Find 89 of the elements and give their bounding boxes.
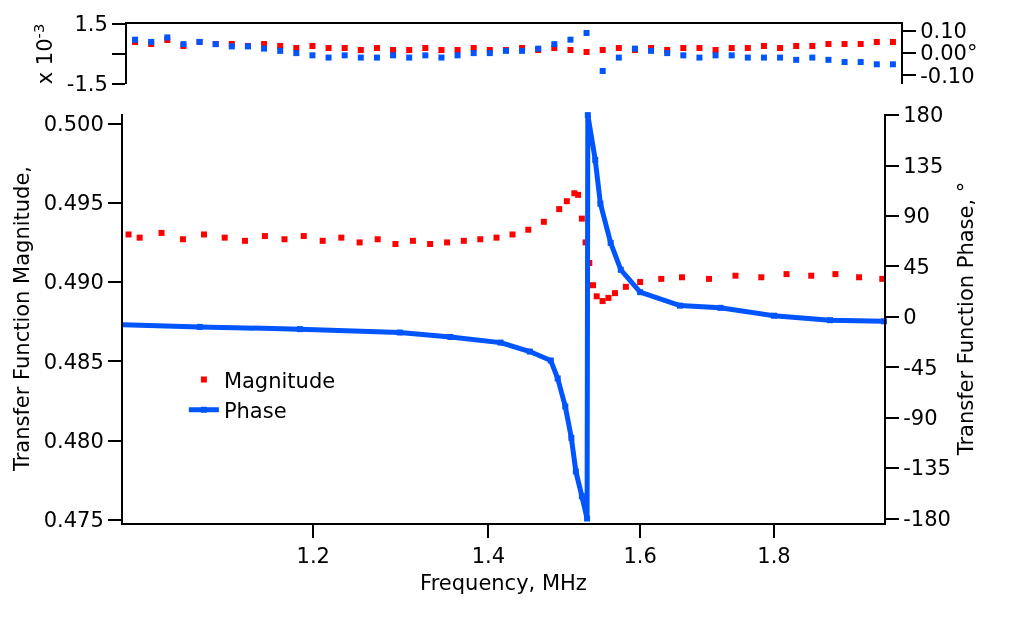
y2-tick-label: -180 (903, 506, 951, 531)
point (777, 54, 784, 61)
y-tick-label: 0.490 (43, 270, 104, 295)
y-tick-label: 0.485 (43, 349, 104, 374)
point (341, 45, 348, 51)
point (357, 47, 364, 53)
point (680, 52, 687, 59)
point (793, 43, 800, 49)
point (728, 52, 735, 59)
y2-tick-label: 45 (903, 254, 930, 279)
point (583, 49, 590, 55)
point (793, 56, 800, 63)
y-tick-label: 0.475 (43, 508, 104, 533)
point (470, 50, 477, 57)
y2-tick-label: -135 (903, 456, 951, 481)
point (825, 41, 832, 47)
point (341, 52, 348, 59)
y2-tick-label: 0.10 (920, 19, 967, 44)
point (696, 45, 703, 51)
point (809, 43, 816, 49)
legend-label: Magnitude (223, 368, 336, 393)
point (325, 45, 332, 51)
point (567, 36, 574, 43)
point (873, 39, 880, 45)
point (454, 52, 461, 59)
y2-tick-label: -45 (903, 355, 938, 380)
point (599, 47, 606, 53)
y2-tick-label: 90 (903, 204, 930, 229)
point (422, 52, 429, 59)
point (728, 45, 735, 51)
point (583, 29, 590, 36)
point (567, 47, 574, 53)
y2-tick-label: -90 (903, 406, 938, 431)
y2-tick-label: 0 (903, 305, 917, 330)
x-tick-label: 1.4 (471, 544, 506, 569)
point (357, 54, 364, 61)
point (615, 54, 622, 61)
y-tick-label: -1.5 (66, 72, 108, 97)
x-axis-title: Frequency, MHz (420, 570, 587, 595)
point (841, 59, 848, 66)
point (857, 41, 864, 47)
point (261, 45, 268, 52)
point (760, 43, 767, 49)
point (373, 54, 380, 61)
x-tick-label: 1.6 (623, 544, 657, 569)
y-tick-label: 0.500 (43, 111, 104, 136)
y2-tick-label: 135 (903, 153, 944, 178)
point (744, 54, 751, 61)
point (406, 54, 413, 61)
point (406, 47, 413, 53)
point (825, 56, 832, 63)
point (422, 45, 429, 51)
point (809, 54, 816, 61)
point (615, 45, 622, 51)
point (680, 45, 687, 51)
point (873, 61, 880, 68)
point (390, 52, 397, 59)
point (373, 45, 380, 51)
point (664, 50, 671, 57)
point (277, 47, 284, 54)
y-tick-label: 0.495 (43, 191, 104, 216)
point (744, 45, 751, 51)
y2-tick-label: -0.10 (920, 63, 975, 88)
point (889, 39, 896, 45)
point (325, 54, 332, 61)
x-tick-label: 1.2 (296, 544, 330, 569)
point (551, 41, 558, 48)
point (889, 61, 896, 68)
point (841, 41, 848, 47)
y-axis-title: Transfer Function Magnitude, (10, 165, 35, 473)
y2-tick-label: 0.00° (920, 41, 978, 66)
point (309, 43, 316, 49)
y2-tick-label: 180 (903, 103, 944, 128)
y-tick-label: 1.5 (74, 12, 108, 37)
point (760, 54, 767, 61)
point (486, 50, 493, 57)
point (696, 54, 703, 61)
point (438, 47, 445, 53)
point (712, 52, 719, 59)
point (777, 45, 784, 51)
point (309, 52, 316, 59)
x-tick-label: 1.8 (757, 544, 791, 569)
legend-label: Phase (223, 399, 287, 424)
point (293, 50, 300, 57)
y-tick-label: 0.480 (43, 428, 104, 453)
point (599, 68, 606, 75)
y2-axis-title: Transfer Function Phase, ° (953, 181, 978, 457)
point (857, 59, 864, 66)
point (438, 54, 445, 61)
